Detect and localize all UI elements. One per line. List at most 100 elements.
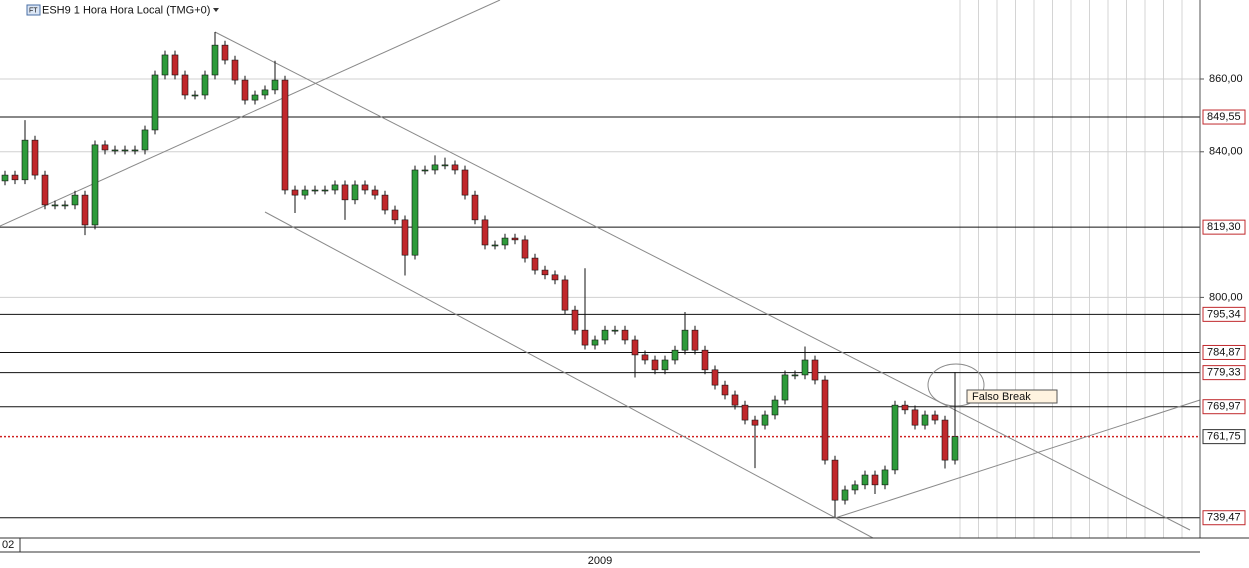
level-label-box — [1202, 399, 1246, 415]
trend-line — [834, 399, 1201, 519]
candle-body — [31, 139, 39, 176]
candle-body — [441, 164, 449, 167]
level-label-box — [1202, 109, 1246, 125]
candle-body — [301, 189, 309, 196]
level-label: 784,87 — [1207, 346, 1241, 358]
candle-body — [771, 399, 779, 416]
candle-body — [751, 419, 759, 426]
candle-body — [531, 257, 539, 271]
candle-body — [391, 209, 399, 221]
candle-body — [611, 329, 619, 332]
highlight-circle — [927, 363, 985, 407]
level-label-box — [1202, 429, 1246, 445]
level-label-box — [1202, 365, 1246, 381]
candle-body — [561, 279, 569, 311]
candle-body — [741, 404, 749, 421]
title-box — [25, 4, 257, 17]
candle-body — [11, 174, 19, 181]
candle-body — [861, 474, 869, 486]
candle-body — [621, 329, 629, 341]
candle-body — [731, 394, 739, 406]
candle-body — [131, 149, 139, 152]
candle-body — [71, 194, 79, 206]
candle-body — [41, 174, 49, 206]
candle-body — [831, 459, 839, 501]
candle-body — [791, 374, 799, 377]
trend-lines — [0, 0, 1201, 539]
candle-body — [891, 404, 899, 471]
candle-body — [671, 349, 679, 361]
candle-body — [901, 404, 909, 411]
candle-body — [781, 374, 789, 401]
candle-body — [221, 44, 229, 61]
icon-text: FT — [29, 7, 38, 14]
candle-body — [21, 139, 29, 181]
candle-body — [371, 189, 379, 196]
x-start-label: 02 — [2, 539, 14, 551]
level-label-box — [1202, 219, 1246, 235]
y-tick-label: 860,00 — [1209, 73, 1243, 85]
level-label: 795,34 — [1207, 308, 1241, 320]
candle-body — [231, 59, 239, 81]
candle-body — [251, 94, 259, 101]
candle-body — [321, 189, 329, 192]
candle-body — [761, 414, 769, 426]
candle-body — [351, 184, 359, 201]
candle-body — [201, 74, 209, 96]
candle-body — [711, 369, 719, 386]
candle-body — [631, 339, 639, 356]
candle-body — [851, 484, 859, 491]
level-label: 769,97 — [1207, 401, 1241, 413]
candle-body — [341, 184, 349, 201]
candles — [1, 32, 959, 518]
candle-body — [171, 54, 179, 76]
candle-body — [571, 309, 579, 331]
candle-body — [491, 244, 499, 247]
candle-body — [421, 169, 429, 172]
chart-title: ESH9 1 Hora Hora Local (TMG+0) — [42, 4, 210, 16]
candle-body — [661, 359, 669, 371]
candle-body — [161, 54, 169, 76]
annotation: Falso Break — [972, 391, 1031, 403]
candle-body — [81, 194, 89, 226]
candle-body — [641, 354, 649, 361]
candle-body — [551, 274, 559, 281]
candle-body — [691, 329, 699, 351]
candle-body — [151, 74, 159, 131]
candle-body — [651, 359, 659, 371]
candle-body — [241, 79, 249, 101]
candle-body — [101, 144, 109, 151]
dropdown-arrow[interactable] — [213, 8, 219, 12]
y-tick-label: 800,00 — [1209, 291, 1243, 303]
candle-body — [61, 204, 69, 207]
trend-line — [214, 31, 1191, 531]
candle-body — [591, 339, 599, 346]
level-label-box — [1202, 510, 1246, 526]
candle-body — [881, 469, 889, 486]
candle-body — [801, 359, 809, 376]
candle-body — [381, 194, 389, 211]
candle-body — [311, 189, 319, 192]
candle-body — [91, 144, 99, 226]
candle-body — [471, 194, 479, 221]
candle-body — [931, 414, 939, 421]
candle-body — [121, 149, 129, 152]
level-label: 779,33 — [1207, 367, 1241, 379]
candle-body — [601, 329, 609, 341]
candle-body — [191, 94, 199, 97]
candle-body — [431, 164, 439, 171]
y-tick-label: 840,00 — [1209, 146, 1243, 158]
candle-body — [361, 184, 369, 191]
candle-body — [951, 436, 959, 461]
candle-body — [941, 419, 949, 461]
x-axis-panel — [0, 538, 1249, 568]
candle-body — [181, 74, 189, 96]
candle-body — [1, 174, 9, 182]
x-period-label: 2009 — [588, 555, 612, 567]
candle-body — [501, 237, 509, 246]
candle-body — [331, 184, 339, 191]
candle-body — [211, 44, 219, 76]
candle-body — [811, 359, 819, 381]
candle-body — [701, 349, 709, 371]
candle-body — [51, 204, 59, 207]
